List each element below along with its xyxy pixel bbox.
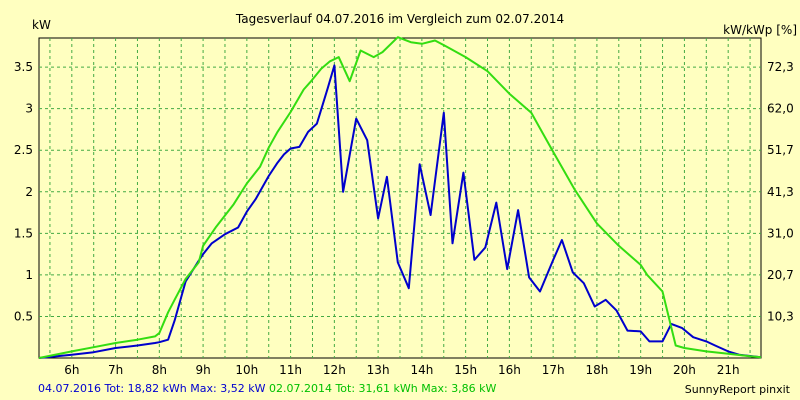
- y-tick-label-right: 62,0: [767, 102, 794, 116]
- footer-credit: SunnyReport pinxit: [684, 383, 790, 396]
- x-tick-label: 15h: [454, 363, 477, 377]
- axis-layer: 6h 7h 8h 9h 10h 11h 12h 13h 14h 15h 16h 17h 18h 19h 20…: [14, 60, 794, 377]
- footer-stats-2016: 04.07.2016 Tot: 18,82 kWh Max: 3,52 kW: [38, 382, 266, 395]
- left-axis-unit: kW: [32, 18, 51, 32]
- y-tick-label-left: 0.5: [14, 309, 33, 323]
- chart-title: Tagesverlauf 04.07.2016 im Vergleich zum…: [235, 12, 564, 26]
- series-layer: [38, 36, 762, 359]
- y-tick-label-left: 3.5: [14, 60, 33, 74]
- x-tick-label: 20h: [673, 363, 696, 377]
- x-tick-label: 6h: [64, 363, 79, 377]
- y-tick-label-left: 2.5: [14, 143, 33, 157]
- x-tick-label: 12h: [323, 363, 346, 377]
- y-tick-label-right: 51,7: [767, 143, 794, 157]
- x-tick-label: 18h: [585, 363, 608, 377]
- x-tick-label: 8h: [152, 363, 167, 377]
- x-tick-label: 11h: [279, 363, 302, 377]
- x-tick-label: 21h: [717, 363, 740, 377]
- y-tick-label-right: 72,3: [767, 60, 794, 74]
- y-tick-label-right: 20,7: [767, 268, 794, 282]
- x-tick-label: 17h: [542, 363, 565, 377]
- y-tick-label-left: 1: [25, 268, 33, 282]
- y-tick-label-right: 10,3: [767, 309, 794, 323]
- y-tick-label-left: 2: [25, 185, 33, 199]
- y-tick-label-right: 41,3: [767, 185, 794, 199]
- footer-stats: 04.07.2016 Tot: 18,82 kWh Max: 3,52 kW 0…: [38, 382, 496, 395]
- y-tick-label-left: 1.5: [14, 226, 33, 240]
- footer-stats-2014: 02.07.2014 Tot: 31,61 kWh Max: 3,86 kW: [268, 382, 497, 395]
- series-line-02-07-2014: [38, 36, 762, 359]
- x-tick-label: 7h: [108, 363, 123, 377]
- x-tick-label: 13h: [367, 363, 390, 377]
- x-tick-label: 9h: [195, 363, 210, 377]
- y-tick-label-left: 3: [25, 102, 33, 116]
- x-tick-label: 16h: [498, 363, 521, 377]
- x-tick-label: 19h: [629, 363, 652, 377]
- right-axis-unit: kW/kWp [%]: [723, 23, 797, 37]
- x-tick-label: 14h: [410, 363, 433, 377]
- y-tick-label-right: 31,0: [767, 226, 794, 240]
- x-tick-label: 10h: [235, 363, 258, 377]
